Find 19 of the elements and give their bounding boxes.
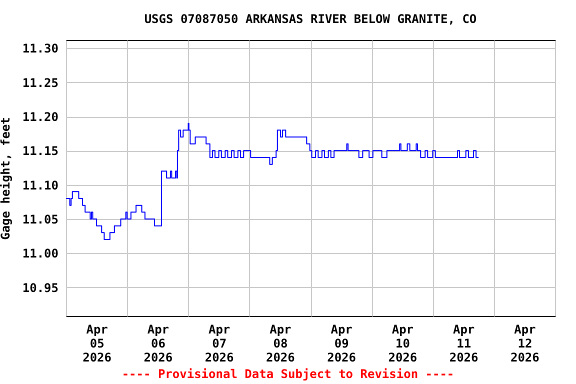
x-tick-label: Apr 05 2026 (82, 322, 112, 364)
x-tick-label: Apr 06 2026 (144, 322, 173, 364)
x-tick-label: Apr 12 2026 (510, 322, 540, 364)
y-tick-label: 11.30 (22, 42, 58, 56)
y-tick-label: 10.95 (22, 280, 58, 295)
chart-title: USGS 07087050 ARKANSAS RIVER BELOW GRANITE, CO (144, 12, 477, 26)
y-tick-label: 11.25 (22, 76, 58, 90)
x-tick-label: Apr 10 2026 (388, 322, 418, 364)
y-tick-label: 11.15 (22, 144, 58, 158)
y-tick-label: 11.20 (22, 110, 58, 124)
x-tick-label: Apr 08 2026 (266, 322, 295, 364)
y-tick-label: 11.05 (22, 212, 58, 226)
x-tick-label: Apr 07 2026 (204, 322, 234, 364)
text: ---- Provisional Data Subject to Revision ---- (120, 367, 456, 381)
y-tick-label: 11.00 (22, 246, 58, 261)
x-tick-label: Apr 11 2026 (449, 322, 478, 364)
x-tick-label: Apr 09 2026 (327, 322, 356, 364)
y-tick-label: 11.10 (22, 178, 58, 192)
y-axis-title: Gage height, feet (0, 117, 12, 240)
